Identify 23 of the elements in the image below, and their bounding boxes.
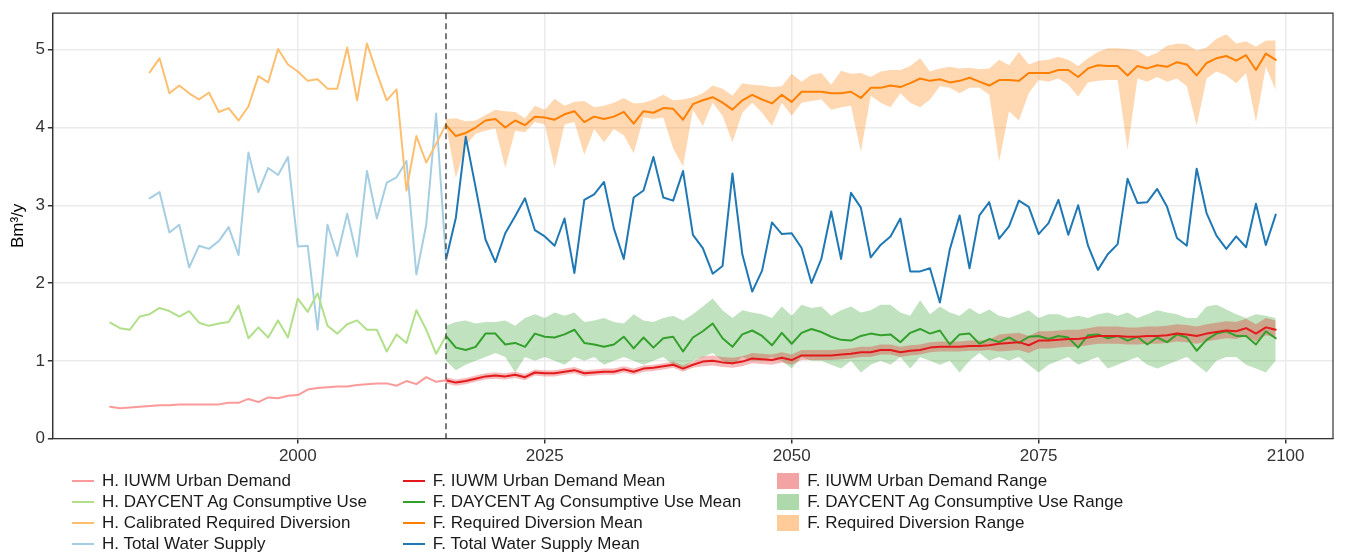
y-tick-label: 3 bbox=[35, 194, 45, 214]
text: F. DAYCENT Ag Consumptive Use Range bbox=[807, 491, 1124, 512]
y-tick-label: 5 bbox=[35, 39, 45, 59]
x-tick-label: 2025 bbox=[525, 446, 564, 466]
legend-label: H. DAYCENT Ag Consumptive Use bbox=[102, 491, 367, 512]
y-tick-label: 0 bbox=[35, 428, 45, 448]
legend-label: H. Total Water Supply bbox=[102, 533, 266, 554]
x-tick-label: 2000 bbox=[278, 446, 317, 466]
x-tick-label: 2050 bbox=[772, 446, 811, 466]
legend-label: F. Total Water Supply Mean bbox=[432, 533, 640, 554]
legend-label: F. DAYCENT Ag Consumptive Use Mean bbox=[432, 491, 742, 512]
x-tick-label: 2075 bbox=[1019, 446, 1058, 466]
x-tick-label: 2100 bbox=[1266, 446, 1305, 466]
text: F. Required Diversion Range bbox=[807, 512, 1025, 533]
y-tick-label: 4 bbox=[35, 117, 45, 137]
y-axis-title: Bm³/y bbox=[7, 203, 27, 249]
y-tick-label: 1 bbox=[35, 350, 45, 370]
y-tick-label: 2 bbox=[35, 272, 45, 292]
legend-label: H. Calibrated Required Diversion bbox=[102, 512, 351, 533]
legend-label: F. Required Diversion Mean bbox=[432, 512, 643, 533]
text: F. IUWM Urban Demand Range bbox=[807, 470, 1048, 491]
legend-label: F. IUWM Urban Demand Mean bbox=[432, 470, 666, 491]
legend-label: H. IUWM Urban Demand bbox=[102, 470, 291, 491]
